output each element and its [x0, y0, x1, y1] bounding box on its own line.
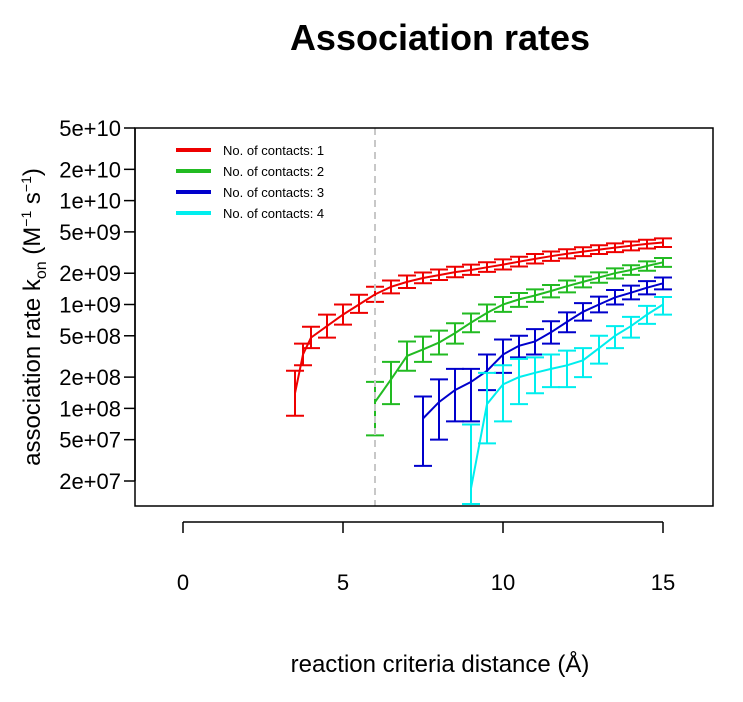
series-line: [422, 282, 664, 420]
y-axis: 2e+07 5e+07 1e+08 2e+08 5e+08 1e+09 2e+09 5e+09…: [59, 116, 136, 494]
y-tick-label: 2e+09: [59, 261, 121, 286]
plot-area: [134, 127, 714, 507]
y-axis-label-exp1: −1: [18, 211, 34, 227]
y-tick-label: 1e+08: [59, 396, 121, 421]
y-axis-label-exp2: −1: [18, 176, 34, 192]
legend: No. of contacts: 1 No. of contacts: 2 No. …: [176, 143, 324, 221]
x-axis: 0 5 10 15: [177, 521, 675, 595]
y-tick-label: 5e+07: [59, 428, 121, 453]
y-axis-label-subscript: on: [33, 261, 50, 279]
y-tick-label: 1e+09: [59, 293, 121, 318]
x-tick-label: 10: [491, 570, 515, 595]
chart-title: Association rates: [290, 17, 590, 58]
y-tick-label: 5e+08: [59, 324, 121, 349]
series-2: [366, 257, 672, 437]
y-axis-label: association rate kon (M−1 s−1): [18, 168, 50, 466]
y-tick-label: 2e+07: [59, 469, 121, 494]
x-axis-label: reaction criteria distance (Å): [291, 650, 590, 678]
x-tick-label: 0: [177, 570, 189, 595]
x-tick-label: 5: [337, 570, 349, 595]
series-1: [286, 237, 672, 417]
y-tick-label: 2e+08: [59, 365, 121, 390]
y-tick-label: 5e+10: [59, 116, 121, 141]
y-axis-label-unit-close: ): [19, 168, 46, 176]
legend-label: No. of contacts: 4: [223, 206, 324, 221]
series-4: [462, 296, 672, 506]
x-tick-label: 15: [651, 570, 675, 595]
y-axis-label-main: association rate k: [19, 278, 46, 466]
series-layer: [286, 237, 672, 506]
series-3: [414, 276, 672, 467]
y-tick-label: 1e+10: [59, 189, 121, 214]
y-tick-label: 2e+10: [59, 157, 121, 182]
y-axis-label-unit-mid: s: [19, 192, 46, 211]
legend-label: No. of contacts: 3: [223, 185, 324, 200]
y-tick-label: 5e+09: [59, 220, 121, 245]
legend-label: No. of contacts: 1: [223, 143, 324, 158]
y-axis-label-unit-open: (M: [19, 227, 46, 262]
legend-label: No. of contacts: 2: [223, 164, 324, 179]
